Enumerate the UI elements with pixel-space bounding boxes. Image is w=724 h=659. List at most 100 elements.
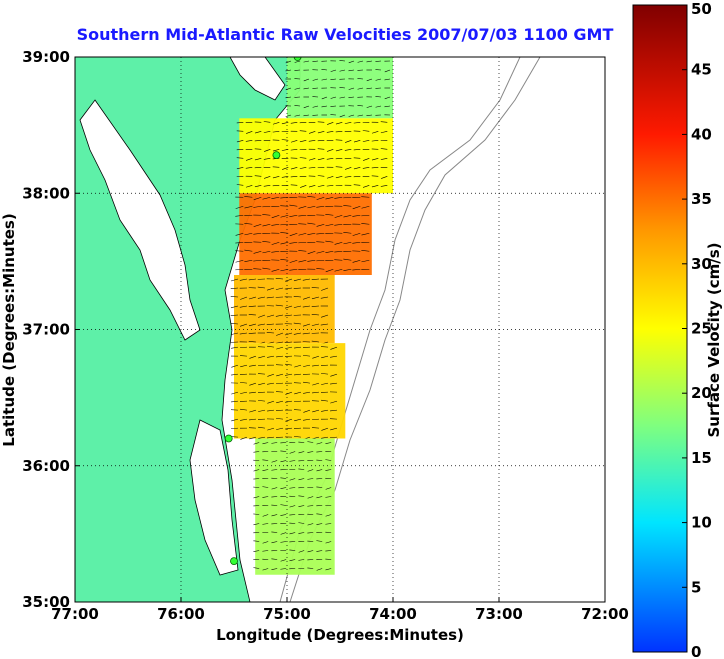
velocity-arrow <box>330 78 337 80</box>
velocity-arrow <box>298 223 307 225</box>
velocity-arrow <box>236 140 244 143</box>
velocity-arrow <box>294 436 302 438</box>
velocity-arrow <box>262 486 269 488</box>
x-tick-label: 72:00 <box>581 605 629 623</box>
velocity-arrow <box>312 60 319 62</box>
velocity-arrow <box>253 540 260 542</box>
velocity-arrow <box>343 205 352 207</box>
velocity-arrow <box>316 550 323 552</box>
velocity-arrow <box>327 122 334 125</box>
velocity-arrow <box>321 78 328 81</box>
velocity-arrow <box>272 176 280 179</box>
velocity-arrow <box>262 459 269 461</box>
velocity-arrow <box>293 287 302 289</box>
velocity-arrow <box>294 60 301 63</box>
velocity-arrow <box>293 295 302 298</box>
velocity-arrow <box>244 222 253 225</box>
velocity-arrow <box>263 176 271 179</box>
velocity-arrow <box>275 287 284 290</box>
velocity-arrow <box>321 96 328 100</box>
velocity-arrow <box>307 478 314 480</box>
colorbar <box>632 4 688 653</box>
velocity-arrow <box>330 409 338 412</box>
velocity-arrow <box>343 258 352 261</box>
velocity-arrow <box>249 391 257 394</box>
velocity-arrow <box>249 355 257 359</box>
velocity-arrow <box>371 158 379 161</box>
velocity-arrow <box>307 441 314 443</box>
colorbar-tick-label: 35 <box>691 190 712 208</box>
velocity-arrow <box>289 532 296 535</box>
velocity-arrow <box>375 60 382 62</box>
colorbar-tick-label: 30 <box>691 255 712 273</box>
velocity-arrow <box>293 278 302 282</box>
velocity-arrow <box>357 105 364 107</box>
velocity-arrow <box>361 205 370 209</box>
velocity-arrow <box>285 69 292 72</box>
velocity-arrow <box>380 158 388 160</box>
bathymetry-contour <box>289 57 541 602</box>
velocity-arrow <box>366 78 373 82</box>
velocity-arrow <box>289 514 296 516</box>
velocity-arrow <box>240 382 248 384</box>
velocity-arrow <box>272 122 280 125</box>
velocity-arrow <box>244 205 253 209</box>
velocity-arrow <box>303 60 310 63</box>
velocity-arrow <box>263 185 271 187</box>
velocity-arrow <box>335 131 343 133</box>
colorbar-tick-label: 25 <box>691 320 712 338</box>
velocity-arrow <box>267 382 275 385</box>
velocity-arrow <box>290 149 298 151</box>
colorbar-tick-label: 10 <box>691 514 712 532</box>
velocity-arrow <box>262 496 269 498</box>
velocity-arrow <box>361 196 370 198</box>
velocity-arrow <box>298 559 305 561</box>
velocity-arrow <box>325 442 332 444</box>
velocity-arrow <box>321 105 328 108</box>
velocity-arrow <box>276 418 284 420</box>
velocity-arrow <box>230 296 239 298</box>
velocity-arrow <box>308 185 316 188</box>
velocity-arrow <box>231 391 239 395</box>
velocity-arrow <box>384 105 391 108</box>
colorbar-label: Surface Velocity (cm/s) <box>705 242 723 437</box>
velocity-arrow <box>236 157 244 159</box>
velocity-arrow <box>235 268 244 271</box>
velocity-arrow <box>253 442 260 445</box>
velocity-arrow <box>281 122 289 125</box>
velocity-arrow <box>303 364 311 367</box>
velocity-arrow <box>294 391 302 395</box>
velocity-arrow <box>303 409 311 413</box>
velocity-arrow <box>352 214 361 217</box>
velocity-arrow <box>334 196 343 199</box>
velocity-arrow <box>298 214 307 217</box>
velocity-arrow <box>353 184 361 186</box>
velocity-region <box>239 193 372 275</box>
velocity-region <box>239 118 393 194</box>
velocity-arrow <box>275 391 284 393</box>
velocity-arrow <box>267 355 275 358</box>
velocity-arrow <box>345 140 352 143</box>
velocity-arrow <box>371 185 379 188</box>
velocity-arrow <box>230 305 239 309</box>
velocity-arrow <box>357 87 364 90</box>
pamlico-sound <box>189 419 239 576</box>
velocity-arrow <box>302 305 311 308</box>
velocity-arrow <box>334 250 343 253</box>
velocity-arrow <box>293 332 302 335</box>
velocity-arrow <box>366 114 373 116</box>
velocity-arrow <box>253 223 262 227</box>
velocity-arrow <box>245 158 253 161</box>
velocity-arrow <box>344 122 352 124</box>
velocity-arrow <box>357 114 364 117</box>
velocity-arrow <box>362 167 370 169</box>
velocity-arrow <box>339 87 346 89</box>
velocity-arrow <box>253 523 260 526</box>
velocity-arrow <box>289 268 298 271</box>
y-axis-label: Latitude (Degrees:Minutes) <box>0 213 18 446</box>
velocity-arrow <box>271 241 280 245</box>
velocity-arrow <box>343 268 352 271</box>
velocity-arrow <box>276 427 284 430</box>
colorbar-tick-label: 0 <box>691 643 701 659</box>
x-tick-label: 77:00 <box>51 605 99 623</box>
